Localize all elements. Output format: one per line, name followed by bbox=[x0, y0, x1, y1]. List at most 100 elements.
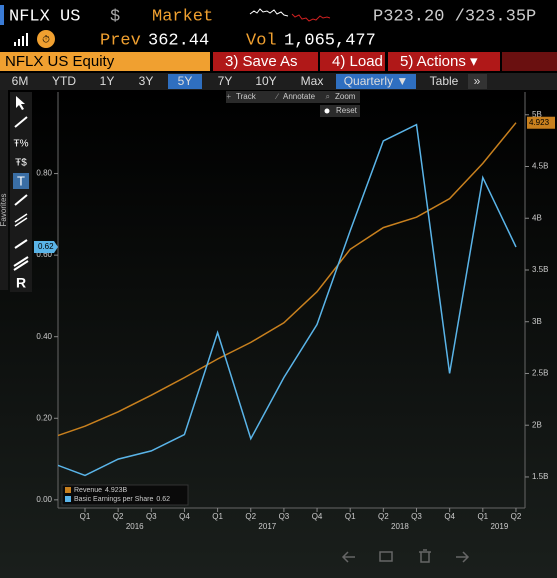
x-tick-label: Q4 bbox=[444, 512, 455, 521]
nav-trash[interactable] bbox=[419, 549, 431, 563]
chart-tool[interactable]: Annotate bbox=[283, 92, 316, 101]
toolbar-button-label: 4) Load bbox=[332, 53, 383, 70]
security-box[interactable] bbox=[0, 52, 210, 71]
legend-label: Revenue bbox=[74, 487, 102, 494]
chart-tool[interactable]: Zoom bbox=[335, 92, 356, 101]
tool-fib-price[interactable]: Ŧ$ bbox=[15, 158, 27, 169]
toolbar-button[interactable] bbox=[320, 52, 385, 71]
y2-tick-label: 4B bbox=[532, 213, 542, 222]
x-group-label: 2018 bbox=[391, 522, 409, 531]
nav-forward[interactable] bbox=[456, 551, 470, 563]
y2-tick-label: 4.5B bbox=[532, 162, 548, 171]
nav-back[interactable] bbox=[341, 551, 355, 563]
legend-value: 4.923B bbox=[105, 487, 128, 494]
plot bbox=[58, 122, 517, 477]
toolbar-button[interactable] bbox=[213, 52, 318, 71]
x-tick-label: Q1 bbox=[345, 512, 356, 521]
legend-value: 0.62 bbox=[156, 496, 170, 503]
x-group-label: 2019 bbox=[490, 522, 508, 531]
alert-icon[interactable] bbox=[37, 30, 55, 48]
last-value: 0.62 bbox=[38, 242, 54, 251]
y2-tick-label: 2.5B bbox=[532, 369, 548, 378]
tool-band[interactable] bbox=[13, 256, 29, 271]
x-group-label: 2016 bbox=[126, 522, 144, 531]
security: NFLX US Equity bbox=[5, 53, 115, 70]
sparkline bbox=[249, 8, 289, 17]
favorites: Favorites bbox=[0, 194, 8, 227]
y2-tick-label: 2B bbox=[532, 420, 542, 429]
chart-tool[interactable]: Track bbox=[236, 92, 257, 101]
tool-channel[interactable] bbox=[14, 213, 28, 227]
reset: Reset bbox=[336, 106, 358, 115]
last-value-box bbox=[34, 240, 58, 253]
series-line bbox=[58, 122, 517, 437]
tool-line[interactable] bbox=[14, 116, 28, 128]
sparkline-down bbox=[291, 13, 331, 22]
tool-text-bg bbox=[13, 173, 29, 189]
x-tick-label: Q3 bbox=[279, 512, 290, 521]
y2-tick-label: 3B bbox=[532, 317, 542, 326]
x-tick-label: Q2 bbox=[511, 512, 522, 521]
tab[interactable]: 3Y bbox=[139, 74, 154, 88]
y-tick-label: 0.20 bbox=[36, 413, 52, 422]
x-tick-label: Q1 bbox=[477, 512, 488, 521]
alert-icon-glyph: ⏱ bbox=[42, 35, 50, 46]
y-tick-label: 0.40 bbox=[36, 332, 52, 341]
legend-label: Basic Earnings per Share bbox=[74, 496, 153, 503]
bottom-nav bbox=[341, 549, 470, 563]
tool-trend[interactable] bbox=[14, 194, 28, 206]
toolbar-button[interactable] bbox=[388, 52, 500, 71]
y-tick-label: 0.60 bbox=[36, 250, 52, 259]
legend-swatch bbox=[65, 487, 71, 493]
x-tick-label: Q2 bbox=[378, 512, 389, 521]
vol-label: Vol bbox=[246, 31, 277, 50]
price: P323.20 /323.35P bbox=[373, 7, 536, 26]
toolbar-button-label: 3) Save As bbox=[225, 53, 298, 70]
legend-swatch bbox=[65, 496, 71, 502]
series-line bbox=[58, 123, 517, 477]
tool-ray[interactable] bbox=[14, 239, 28, 249]
tool-text[interactable]: T bbox=[17, 173, 25, 188]
tab[interactable]: YTD bbox=[52, 74, 76, 88]
tool-regression[interactable]: R bbox=[16, 275, 26, 291]
chart-tool-icon: ⌕ bbox=[326, 92, 330, 101]
vol: 1,065,477 bbox=[284, 31, 376, 50]
more[interactable]: » bbox=[474, 74, 481, 88]
x-tick-label: Q3 bbox=[146, 512, 157, 521]
ticker: NFLX US bbox=[9, 7, 80, 26]
periodicity-bg bbox=[336, 74, 416, 89]
x-tick-label: Q4 bbox=[179, 512, 190, 521]
x-tick-label: Q2 bbox=[245, 512, 256, 521]
nav-window[interactable] bbox=[379, 551, 393, 562]
tool-fib[interactable]: Ŧ% bbox=[14, 139, 29, 150]
prev-label: Prev bbox=[100, 31, 141, 50]
tab[interactable]: 7Y bbox=[218, 74, 233, 88]
y2-tick-label: 5B bbox=[532, 110, 542, 119]
tab[interactable]: 10Y bbox=[255, 74, 276, 88]
tab[interactable]: 5Y bbox=[178, 74, 193, 88]
tab[interactable]: 6M bbox=[12, 74, 29, 88]
x-group-label: 2017 bbox=[258, 522, 276, 531]
x-tick-label: Q1 bbox=[80, 512, 91, 521]
reset-button[interactable] bbox=[320, 105, 360, 117]
table-tab[interactable]: Table bbox=[430, 74, 459, 88]
legend bbox=[61, 484, 189, 506]
last-value-box bbox=[527, 116, 555, 129]
x-tick-label: Q4 bbox=[312, 512, 323, 521]
y2-tick-label: 1.5B bbox=[532, 472, 548, 481]
chart-tool-icon: + bbox=[226, 92, 231, 101]
y2-tick-label: 3.5B bbox=[532, 265, 548, 274]
tool-panel bbox=[10, 92, 32, 292]
toolbar-button-label: 5) Actions ▾ bbox=[400, 53, 478, 70]
tab[interactable]: Max bbox=[301, 74, 324, 88]
prev: 362.44 bbox=[148, 31, 209, 50]
chart-tools-bar bbox=[226, 91, 360, 103]
marker bbox=[0, 5, 4, 25]
periodicity[interactable]: Quarterly ▼ bbox=[344, 74, 409, 88]
tab-selected bbox=[168, 74, 202, 89]
last-value: 4.923 bbox=[529, 118, 550, 127]
tab[interactable]: 1Y bbox=[100, 74, 115, 88]
tool-pointer[interactable] bbox=[16, 96, 25, 110]
x-tick-label: Q1 bbox=[212, 512, 223, 521]
